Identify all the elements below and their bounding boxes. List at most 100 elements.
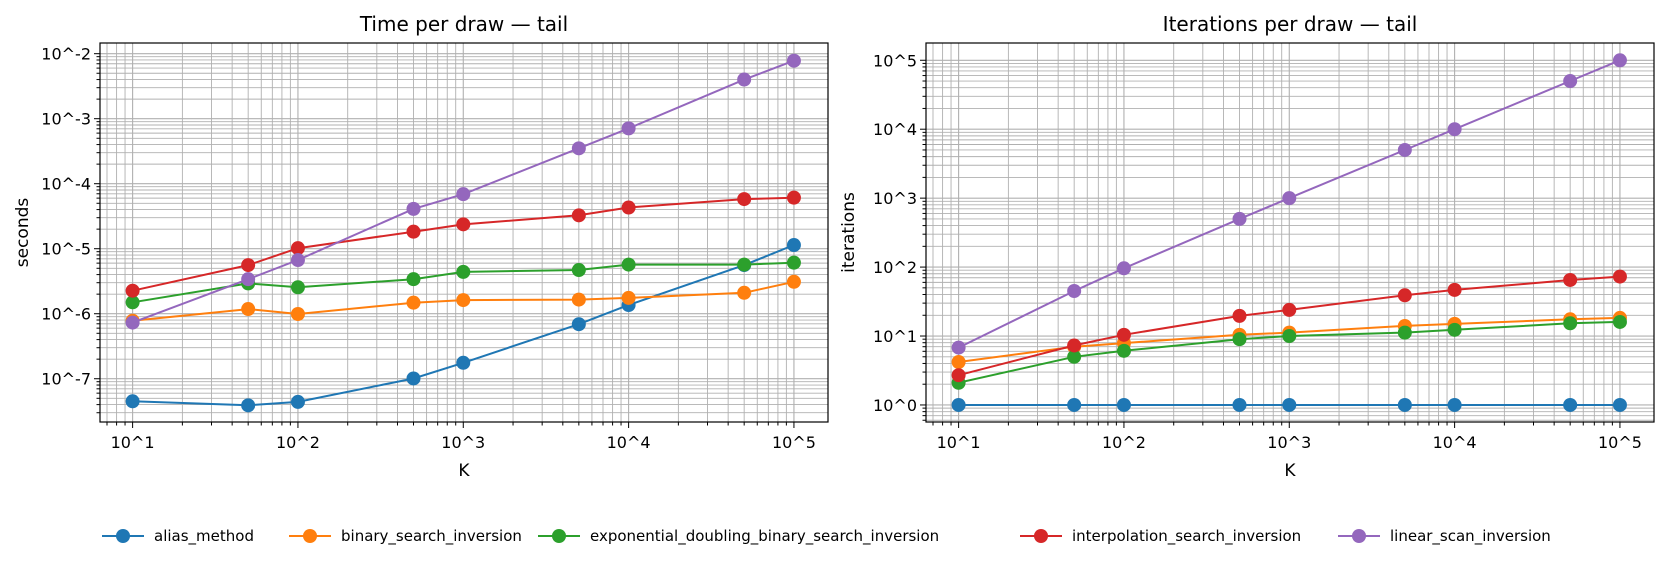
data-point: [1067, 349, 1082, 364]
y-tick-label: 10^2: [873, 258, 917, 277]
x-tick-label: 10^5: [1598, 433, 1642, 452]
series-exponential_doubling_binary_search_inversion: [951, 314, 1627, 390]
legend: alias_method binary_search_inversion expon…: [102, 527, 1551, 546]
x-tick-label: 10^3: [1267, 433, 1311, 452]
legend-marker: [116, 529, 130, 543]
axes-frame: [925, 42, 1655, 423]
legend-item: interpolation_search_inversion: [1020, 527, 1301, 546]
legend-label: linear_scan_inversion: [1390, 527, 1551, 546]
data-point: [290, 307, 305, 322]
data-point: [1067, 397, 1082, 412]
x-tick-label: 10^2: [276, 433, 320, 452]
y-axis-label: iterations: [839, 192, 859, 273]
series-alias_method: [951, 397, 1627, 412]
data-point: [786, 274, 801, 289]
x-tick-label: 10^2: [1102, 433, 1146, 452]
plot-area: [125, 53, 801, 413]
series-linear_scan_inversion: [951, 53, 1627, 355]
data-point: [737, 192, 752, 207]
data-point: [1282, 397, 1297, 412]
data-point: [1397, 142, 1412, 157]
data-point: [1612, 53, 1627, 68]
data-point: [1397, 325, 1412, 340]
series-linear_scan_inversion: [125, 53, 801, 330]
series-binary_search_inversion: [125, 274, 801, 328]
data-point: [456, 355, 471, 370]
data-point: [406, 201, 421, 216]
x-tick-label: 10^3: [441, 433, 485, 452]
data-point: [786, 255, 801, 270]
data-point: [951, 340, 966, 355]
data-point: [786, 53, 801, 68]
data-point: [1447, 122, 1462, 137]
legend-marker: [552, 529, 566, 543]
x-tick-label: 10^4: [1433, 433, 1477, 452]
y-tick-label: 10^-5: [41, 240, 91, 259]
data-point: [621, 257, 636, 272]
legend-item: alias_method: [102, 527, 254, 546]
data-point: [125, 295, 140, 310]
y-tick-label: 10^5: [873, 51, 917, 70]
data-point: [737, 72, 752, 87]
data-point: [571, 208, 586, 223]
legend-label: interpolation_search_inversion: [1072, 527, 1301, 546]
legend-marker: [1352, 529, 1366, 543]
data-point: [1282, 191, 1297, 206]
data-point: [125, 315, 140, 330]
legend-item: linear_scan_inversion: [1338, 527, 1551, 546]
y-tick-label: 10^-2: [41, 45, 91, 64]
data-point: [1232, 397, 1247, 412]
data-point: [621, 121, 636, 136]
data-point: [406, 224, 421, 239]
legend-label: binary_search_inversion: [341, 527, 522, 546]
data-point: [456, 293, 471, 308]
grid: [100, 43, 828, 422]
data-point: [1397, 288, 1412, 303]
y-tick-label: 10^-7: [41, 370, 91, 389]
x-tick-label: 10^5: [772, 433, 816, 452]
chart-2: 10^1 10^2 10^3 10^4 10^5 10^0 10^1 10^2 10^3 10^4…: [839, 12, 1655, 481]
legend-marker: [303, 529, 317, 543]
data-point: [241, 302, 256, 317]
x-tick-label: 10^1: [937, 433, 981, 452]
data-point: [571, 141, 586, 156]
grid: [926, 43, 1654, 422]
series-interpolation_search_inversion: [951, 269, 1627, 383]
data-point: [125, 394, 140, 409]
data-point: [571, 317, 586, 332]
data-point: [1563, 74, 1578, 89]
legend-marker: [1034, 529, 1048, 543]
y-tick-label: 10^3: [873, 189, 917, 208]
data-point: [290, 394, 305, 409]
data-point: [406, 272, 421, 287]
data-point: [241, 272, 256, 287]
chart-1: 10^1 10^2 10^3 10^4 10^5 10^-7 10^-6 10^-5 10^-4…: [13, 12, 829, 481]
data-point: [406, 295, 421, 310]
data-point: [571, 292, 586, 307]
x-tick-label: 10^1: [111, 433, 155, 452]
x-tick-label: 10^4: [607, 433, 651, 452]
y-axis-label: seconds: [13, 198, 33, 268]
data-point: [571, 263, 586, 278]
legend-label: exponential_doubling_binary_search_inver…: [590, 527, 939, 546]
chart-title: Time per draw — tail: [359, 12, 568, 36]
legend-item: exponential_doubling_binary_search_inver…: [538, 527, 939, 546]
plot-area: [951, 53, 1627, 412]
data-point: [456, 264, 471, 279]
data-point: [621, 200, 636, 215]
data-point: [1612, 269, 1627, 284]
data-point: [786, 190, 801, 205]
data-point: [1282, 302, 1297, 317]
data-point: [1563, 272, 1578, 287]
data-point: [737, 285, 752, 300]
data-point: [1563, 316, 1578, 331]
data-point: [241, 398, 256, 413]
data-point: [1116, 343, 1131, 358]
data-point: [1067, 338, 1082, 353]
data-point: [1232, 332, 1247, 347]
chart-title: Iterations per draw — tail: [1163, 12, 1418, 36]
data-point: [456, 187, 471, 202]
data-point: [951, 397, 966, 412]
data-point: [786, 238, 801, 253]
